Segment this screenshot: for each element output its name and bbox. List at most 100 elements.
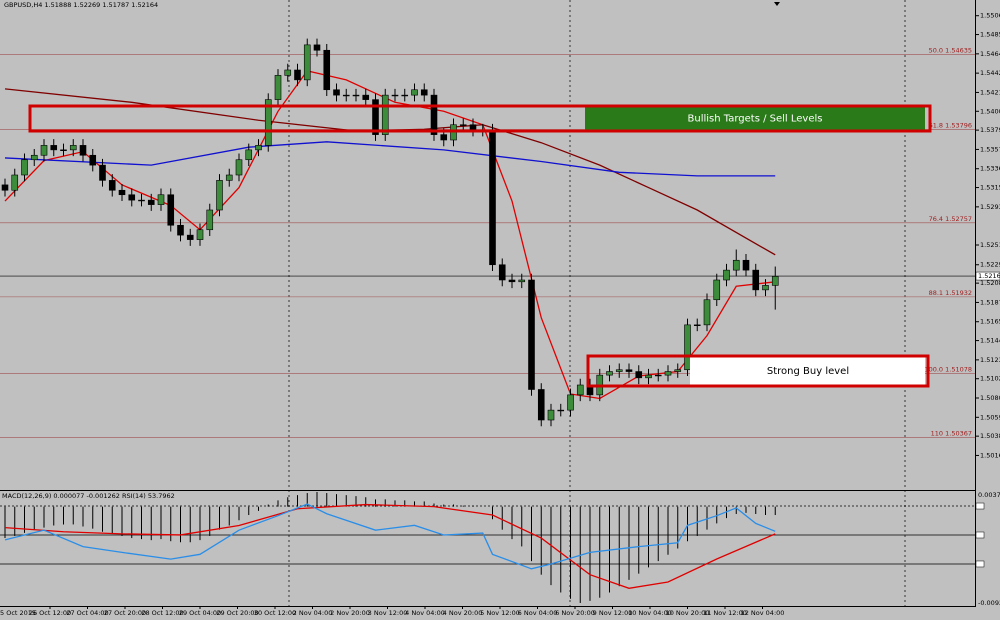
shift-marker [774, 2, 780, 6]
macd-signal [4, 503, 776, 589]
buy-zone-box [586, 354, 930, 388]
candle-body [498, 264, 506, 281]
indicator-min: -0.009287 [978, 599, 1000, 607]
candle-body [99, 164, 106, 181]
candle-body [235, 159, 243, 176]
y-tick-label: 1.52935 [980, 203, 1000, 211]
candle-body [771, 276, 779, 286]
candle-body [732, 259, 740, 271]
candle-body [333, 89, 340, 96]
time-label: 28 Oct 12:00 [141, 609, 183, 617]
time-label: 2 Nov 20:00 [330, 609, 370, 617]
candle-body [186, 234, 194, 240]
candle-body [576, 384, 584, 396]
candle-body [703, 299, 711, 326]
candle-body [547, 409, 555, 421]
rsi-level-tag [975, 502, 985, 510]
y-tick-label: 1.50165 [980, 451, 1000, 459]
candle-body [508, 279, 516, 283]
candle-body [381, 94, 389, 135]
candle-body [167, 194, 175, 226]
candle-body [557, 409, 565, 412]
candle-body [664, 371, 672, 376]
fib-label: 88.1 1.51932 [929, 289, 972, 297]
candle-body [362, 94, 370, 100]
candle-body [11, 174, 19, 191]
candle-body [606, 371, 613, 376]
candle-body [147, 199, 155, 205]
time-label: 11 Nov 12:00 [703, 609, 747, 617]
candle-body [323, 49, 331, 91]
sell-zone-fill [585, 107, 925, 130]
y-tick-label: 1.50590 [980, 413, 1000, 421]
candle-body [430, 94, 438, 135]
candle-body [762, 285, 769, 291]
candle-body [635, 371, 643, 379]
candle-body [60, 149, 67, 151]
candle-body [225, 174, 233, 181]
time-label: 29 Oct 20:00 [216, 609, 258, 617]
y-tick-label: 1.54210 [980, 88, 1000, 96]
candle-body [138, 199, 145, 202]
time-label: 6 Nov 20:00 [555, 609, 595, 617]
candle-body [196, 229, 204, 240]
candle-body [674, 369, 682, 372]
candle-body [274, 75, 282, 100]
time-label: 4 Nov 20:00 [443, 609, 483, 617]
candle-body [537, 389, 545, 421]
y-tick-label: 1.52510 [980, 241, 1000, 249]
y-tick-label: 1.53360 [980, 165, 1000, 173]
time-label: 27 Oct 04:00 [66, 609, 108, 617]
fib-label: 50.0 1.54635 [929, 46, 972, 54]
candle-body [284, 69, 292, 76]
fib-label: 76.4 1.52757 [929, 215, 972, 223]
indicator-panel [0, 492, 985, 603]
time-label: 10 Nov 20:00 [666, 609, 710, 617]
y-tick-label: 1.51870 [980, 298, 1000, 306]
y-tick-label: 1.55065 [980, 12, 1000, 20]
candle-body [693, 324, 701, 326]
time-label: 12 Nov 04:00 [741, 609, 785, 617]
candle-body [489, 129, 496, 266]
candle-body [625, 369, 633, 372]
y-tick-label: 1.53150 [980, 184, 1000, 192]
sell-zone-box [28, 104, 932, 133]
sell-zone-label: Bullish Targets / Sell Levels [688, 114, 823, 125]
buy-zone-fill [690, 357, 925, 385]
indicator-max: 0.003767 [978, 491, 1000, 499]
time-label: 29 Oct 04:00 [179, 609, 221, 617]
time-label: 26 Oct 12:00 [29, 609, 71, 617]
rsi-line [4, 503, 776, 570]
rsi-level-tag [975, 531, 985, 539]
y-tick-label: 1.50380 [980, 432, 1000, 440]
candle-body [342, 94, 350, 97]
indicator-label: MACD(12,26,9) 0.000077 -0.001262 RSI(14)… [2, 492, 175, 500]
candle-body [108, 180, 116, 191]
candle-body [459, 124, 467, 126]
buy-zone-label: Strong Buy level [767, 366, 849, 377]
y-tick-label: 1.52290 [980, 261, 1000, 269]
fib-label: 61.8 1.53796 [929, 122, 972, 130]
candle-body [352, 94, 360, 97]
time-label: 2 Nov 04:00 [293, 609, 333, 617]
y-tick-label: 1.51445 [980, 337, 1000, 345]
candle-body [391, 94, 399, 97]
candle-body [79, 145, 87, 156]
candle-body [528, 279, 535, 390]
candle-body [654, 374, 662, 377]
candle-body [69, 145, 77, 151]
time-label: 3 Nov 12:00 [368, 609, 408, 617]
candle-body [89, 154, 97, 166]
candle-body [264, 99, 272, 146]
candle-body [713, 279, 721, 301]
time-label: 4 Nov 04:00 [405, 609, 445, 617]
candle-body [420, 89, 428, 96]
candle-body [518, 279, 526, 283]
candle-body [40, 145, 48, 156]
y-tick-label: 1.50805 [980, 394, 1000, 402]
candle-body [401, 94, 409, 97]
candle-body [245, 149, 253, 161]
